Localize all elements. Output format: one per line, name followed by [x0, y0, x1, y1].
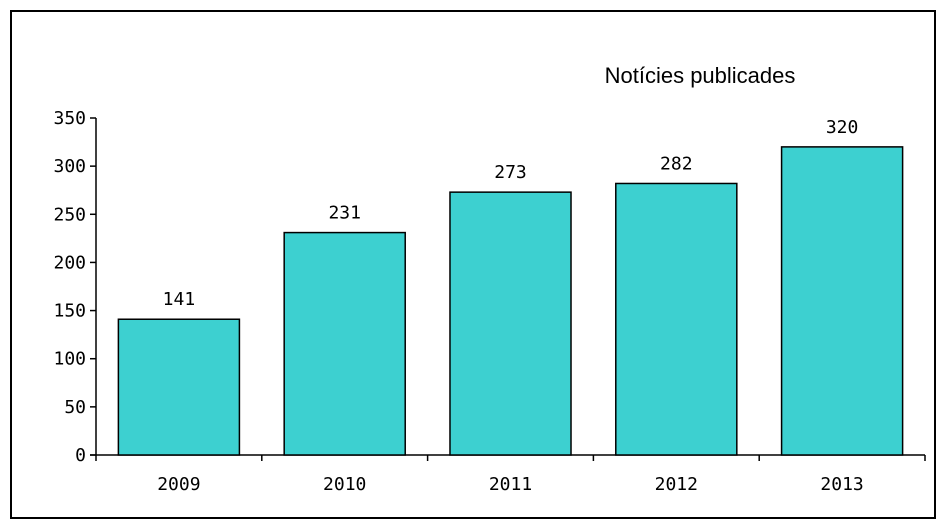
x-tick-label-2013: 2013 [820, 474, 863, 495]
bar-2009 [117, 318, 241, 456]
data-label-2012: 282 [660, 153, 693, 174]
y-tick-label: 50 [64, 397, 86, 418]
x-tick-label-2011: 2011 [489, 474, 532, 495]
data-label-2009: 141 [163, 289, 196, 310]
x-tick-label-2009: 2009 [157, 474, 200, 495]
x-tick-label-2010: 2010 [323, 474, 366, 495]
y-tick-label: 100 [53, 349, 86, 370]
data-labels: 141 231 273 282 320 [163, 117, 859, 310]
y-tick-label: 350 [53, 108, 86, 129]
bar-2013 [780, 146, 904, 456]
chart-title: Notícies publicades [605, 63, 796, 88]
y-tick-label: 0 [75, 445, 86, 466]
y-tick-label: 300 [53, 156, 86, 177]
bar-2011 [449, 191, 572, 456]
y-tick-label: 250 [53, 204, 86, 225]
x-axis: 2009 2010 2011 2012 2013 [90, 454, 926, 495]
y-tick-label: 200 [53, 252, 86, 273]
bar-2012 [615, 182, 738, 456]
bars [117, 146, 904, 456]
bar-2010 [283, 231, 406, 456]
x-tick-label-2012: 2012 [655, 474, 698, 495]
data-label-2010: 231 [328, 203, 361, 224]
data-label-2013: 320 [826, 117, 859, 138]
data-label-2011: 273 [494, 162, 527, 183]
y-axis: 0 50 100 150 200 250 300 350 [53, 108, 97, 466]
y-tick-label: 150 [53, 301, 86, 322]
